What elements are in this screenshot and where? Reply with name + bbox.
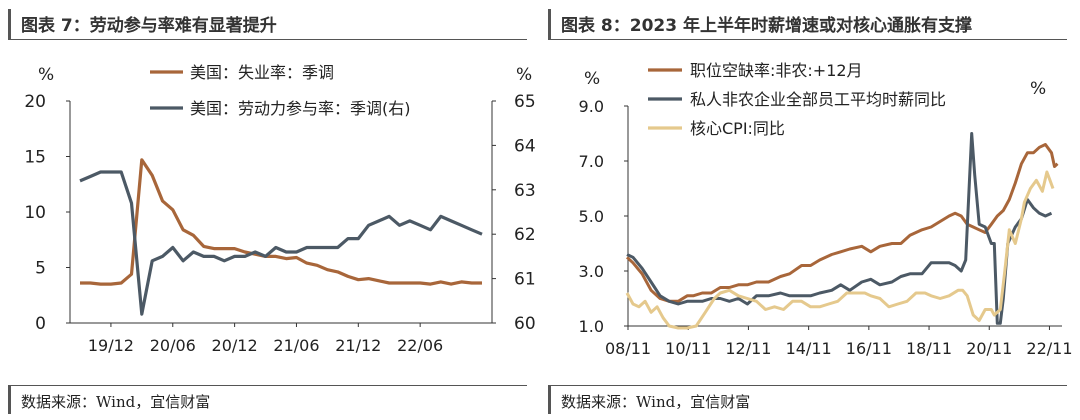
legend-label-1: 美国：失业率：季调 — [190, 63, 334, 82]
right-y-tick-label: 63 — [514, 181, 536, 201]
legend-label-1: 职位空缺率:非农:+12月 — [690, 61, 863, 80]
y-tick-label: 9.0 — [579, 97, 604, 116]
right-y-tick-label: 61 — [514, 270, 536, 290]
right-chart-title-bar: 图表 8：2023 年上半年时薪增速或对核心通胀有支撑 — [548, 9, 1067, 40]
x-tick-label: 20/06 — [150, 336, 196, 355]
legend-label-3: 核心CPI:同比 — [690, 119, 785, 138]
right-chart-title: 图表 8：2023 年上半年时薪增速或对核心通胀有支撑 — [561, 16, 972, 36]
left-y-tick-label: 20 — [24, 92, 46, 112]
right-y-tick-label: 60 — [514, 314, 536, 334]
legend-label-2: 私人非农企业全部员工平均时薪同比 — [690, 90, 946, 109]
y-tick-label: 7.0 — [579, 152, 604, 171]
left-axis-unit: % — [38, 65, 54, 85]
x-tick-label: 20/11 — [966, 339, 1012, 358]
x-tick-label: 16/11 — [846, 339, 892, 358]
right-y-tick-label: 64 — [514, 136, 536, 156]
right-source-bar: 数据来源：Wind，宜信财富 — [548, 385, 1067, 414]
left-y-tick-label: 10 — [24, 203, 46, 223]
left-y-tick-label: 15 — [24, 148, 46, 168]
series-line-2 — [79, 170, 483, 316]
y-tick-label: 3.0 — [579, 262, 604, 281]
right-axis-unit: % — [1030, 79, 1046, 99]
series-line-2 — [626, 132, 1053, 325]
left-chart-title-bar: 图表 7：劳动参与率难有显著提升 — [8, 9, 527, 40]
y-tick-label: 5.0 — [579, 207, 604, 226]
y-tick-label: 1.0 — [579, 317, 604, 336]
right-axis-unit: % — [516, 65, 532, 85]
legend-label-2: 美国：劳动力参与率：季调(右) — [190, 99, 411, 118]
left-axis-unit: % — [584, 69, 600, 89]
series-line-1 — [80, 158, 482, 286]
right-source-text: 数据来源：Wind，宜信财富 — [561, 393, 751, 411]
left-chart-panel: 图表 7：劳动参与率难有显著提升 %% 0 5 10 15 20 60 61 62 63 64 65 1… — [8, 9, 536, 414]
x-tick-label: 08/11 — [605, 339, 651, 358]
right-y-tick-label: 62 — [514, 225, 536, 245]
left-y-tick-label: 5 — [35, 259, 46, 279]
x-tick-label: 22/11 — [1026, 339, 1072, 358]
x-tick-label: 14/11 — [786, 339, 832, 358]
left-source-text: 数据来源：Wind，宜信财富 — [21, 393, 211, 411]
x-tick-label: 21/12 — [335, 336, 381, 355]
left-source-bar: 数据来源：Wind，宜信财富 — [8, 385, 527, 414]
x-tick-label: 12/11 — [725, 339, 771, 358]
x-tick-label: 18/11 — [906, 339, 952, 358]
right-y-tick-label: 65 — [514, 92, 536, 112]
series-line-3 — [625, 170, 1055, 330]
right-chart-panel: 图表 8：2023 年上半年时薪增速或对核心通胀有支撑 %% 1.0 3.0 5.0 7… — [540, 0, 1080, 420]
x-tick-label: 20/12 — [212, 336, 258, 355]
x-tick-label: 22/06 — [397, 336, 443, 355]
series-line-1 — [625, 143, 1059, 303]
left-y-tick-label: 0 — [35, 314, 46, 334]
x-tick-label: 19/12 — [88, 336, 134, 355]
x-tick-label: 10/11 — [665, 339, 711, 358]
right-chart-svg: % % 1.0 3.0 5.0 7.0 9.0 08/11 10/11 12/11 14/11 16/… — [579, 61, 1073, 358]
x-tick-label: 21/06 — [273, 336, 319, 355]
left-chart-title: 图表 7：劳动参与率难有显著提升 — [21, 16, 277, 36]
left-chart-svg: % % 0 5 10 15 20 60 61 62 63 64 65 19/12 20/06 20/12 21/… — [24, 63, 536, 355]
